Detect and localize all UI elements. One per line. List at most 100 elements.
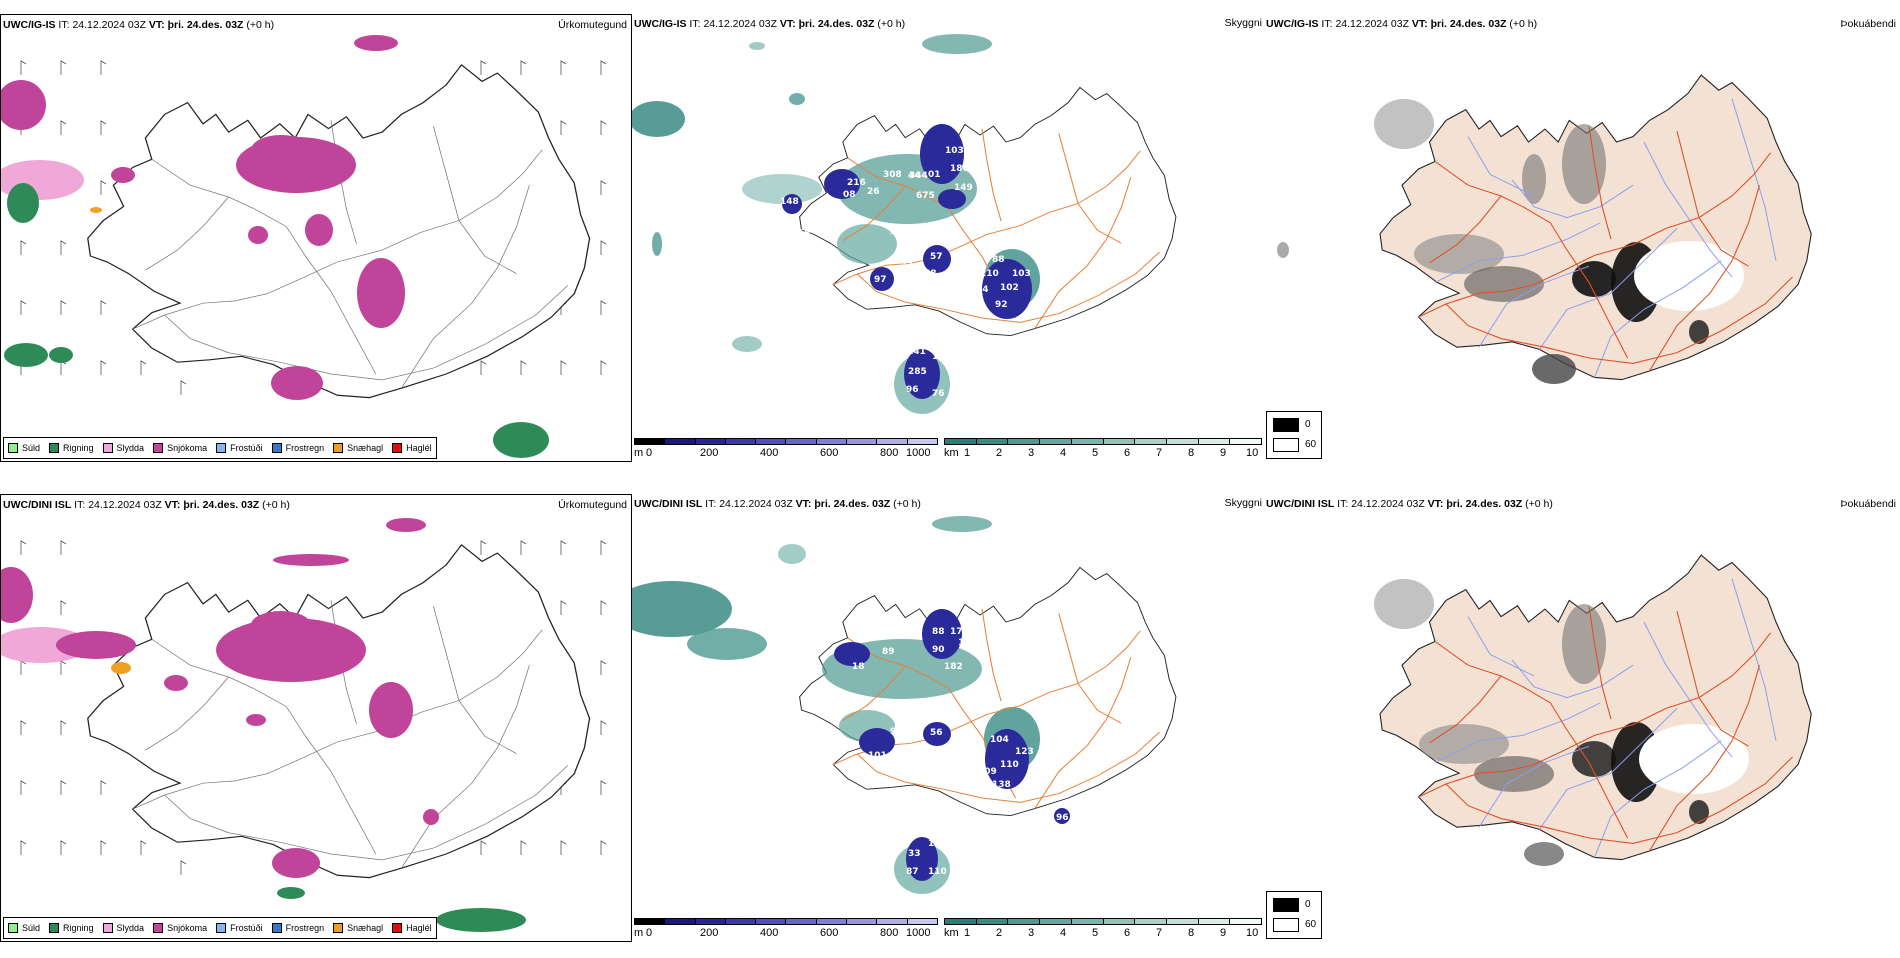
- hail-number: 186: [950, 164, 969, 174]
- precip-areas: [1, 35, 549, 458]
- visibility-title: Skyggni: [1224, 497, 1262, 509]
- visibility-unit: km: [944, 447, 959, 459]
- model-name: UWC/DINI ISL: [1266, 498, 1335, 510]
- panel-title: UWC/DINI ISL IT: 24.12.2024 03Z VT: þri.…: [3, 499, 290, 511]
- hail-number: 18: [852, 662, 865, 672]
- fog-legend-top: 0 60: [1266, 411, 1322, 459]
- legend-swatch: [153, 443, 164, 453]
- legend-swatch: [271, 443, 282, 453]
- visibility-tick: 9: [1220, 927, 1227, 939]
- legend-swatch: [392, 923, 403, 933]
- model-name: UWC/DINI ISL: [634, 498, 703, 510]
- visibility-tick: 2: [996, 927, 1003, 939]
- panel-title: UWC/IG-IS IT: 24.12.2024 03Z VT: þri. 24…: [634, 18, 906, 30]
- hail-number: 6: [1052, 335, 1058, 345]
- hail-number: 44: [908, 171, 921, 181]
- visibility-tick: 10: [1246, 927, 1259, 939]
- hail-number: 91: [980, 195, 993, 205]
- fog-panel-top: UWC/IG-IS IT: 24.12.2024 03Z VT: þri. 24…: [1264, 14, 1900, 462]
- legend-item: Súld: [8, 443, 40, 453]
- legend-swatch: [333, 443, 344, 453]
- legend-item: Slydda: [102, 443, 144, 453]
- legend-swatch: [153, 923, 164, 933]
- legend-swatch: [8, 923, 18, 933]
- height-tick: 400: [760, 447, 779, 459]
- hail-number: 149: [954, 183, 973, 193]
- precip-areas: [1, 518, 526, 932]
- panel-title: UWC/IG-IS IT: 24.12.2024 03Z VT: þri. 24…: [1266, 18, 1538, 30]
- height-tick: 800: [880, 447, 899, 459]
- visibility-tick: 7: [1156, 447, 1163, 459]
- visibility-map: 103 186 36 44 149 91 08 216 308 344 01 2…: [632, 34, 1177, 414]
- height-tick: 200: [700, 447, 719, 459]
- legend-item: Snæhagl: [333, 443, 383, 453]
- precip-type-title: Úrkomutegund: [558, 19, 627, 31]
- visibility-tick: 9: [1220, 447, 1227, 459]
- visibility-colorbar: km 1 2 3 4 5 6 7 8 9 10: [944, 438, 1264, 478]
- hail-number: 44: [976, 285, 989, 295]
- hail-number: 76: [932, 389, 945, 399]
- hail-number: 89: [882, 647, 895, 657]
- panel-title: UWC/IG-IS IT: 24.12.2024 03Z VT: þri. 24…: [3, 19, 275, 31]
- legend-swatch: [392, 443, 403, 453]
- fog-shading: [1374, 579, 1749, 866]
- visibility-tick: 1: [964, 447, 971, 459]
- hail-number: 161: [932, 352, 951, 362]
- hail-number: 110: [928, 867, 947, 877]
- precip-type-map: [1, 518, 607, 932]
- hail-number: 01: [928, 170, 941, 180]
- visibility-tick: 1: [964, 927, 971, 939]
- height-unit: m: [634, 927, 644, 939]
- fog-shading: [1277, 99, 1744, 384]
- visibility-tick: 4: [1060, 927, 1067, 939]
- visibility-tick: 10: [1246, 447, 1259, 459]
- hail-number: 88: [932, 627, 945, 637]
- hail-number: 56: [930, 728, 943, 738]
- hail-number: 138: [992, 780, 1011, 790]
- hail-height-numbers: 88 177 90 197 182 18 89 280 92 56 101 10…: [780, 627, 1069, 877]
- height-tick: 400: [760, 927, 779, 939]
- precip-type-panel-top: UWC/IG-IS IT: 24.12.2024 03Z VT: þri. 24…: [0, 14, 632, 462]
- legend-item: Snjókoma: [153, 923, 207, 933]
- visibility-tick: 4: [1060, 447, 1067, 459]
- height-tick: 0: [646, 447, 653, 459]
- legend-item: Frostúði: [216, 443, 263, 453]
- hail-number: 57: [930, 252, 943, 262]
- hail-height-areas: [834, 609, 1070, 881]
- panel-title: UWC/DINI ISL IT: 24.12.2024 03Z VT: þri.…: [1266, 498, 1553, 510]
- height-colorbar: m 0 200 400 600 800 1000: [634, 918, 944, 958]
- hail-number: 148: [780, 197, 799, 207]
- hail-number: 92: [890, 727, 903, 737]
- visibility-colorbar: km 1 2 3 4 5 6 7 8 9 10: [944, 918, 1264, 958]
- hail-number: 97: [874, 275, 887, 285]
- height-colorbar-bar: [634, 438, 938, 445]
- hail-number: 141: [907, 347, 926, 357]
- height-tick: 200: [700, 927, 719, 939]
- hail-number: 26: [867, 187, 880, 197]
- model-name: UWC/IG-IS: [634, 18, 687, 30]
- hail-number: 101: [868, 751, 887, 761]
- model-name: UWC/IG-IS: [1266, 18, 1319, 30]
- precip-type-title: Úrkomutegund: [558, 499, 627, 511]
- fog-legend-swatch: [1273, 898, 1299, 912]
- hail-number: 102: [1000, 283, 1019, 293]
- fog-legend-bottom: 0 60: [1266, 891, 1322, 939]
- hail-number: 197: [958, 638, 977, 648]
- visibility-tick: 8: [1188, 927, 1195, 939]
- height-colorbar: m 0 200 400 600 800 1000: [634, 438, 944, 478]
- legend-swatch: [102, 443, 113, 453]
- height-tick: 800: [880, 927, 899, 939]
- height-tick: 600: [820, 447, 839, 459]
- hail-number: 216: [847, 178, 866, 188]
- legend-item: Haglél: [392, 443, 432, 453]
- hail-number: 92: [995, 300, 1008, 310]
- hail-number: 11: [780, 697, 793, 707]
- visibility-tick: 3: [1028, 447, 1035, 459]
- model-name: UWC/DINI ISL: [3, 499, 72, 511]
- legend-swatch: [216, 443, 227, 453]
- precip-type-map: [1, 35, 607, 458]
- height-tick: 0: [646, 927, 653, 939]
- hail-number: 36: [968, 162, 981, 172]
- hail-number: 96: [1056, 813, 1069, 823]
- hail-number: 115: [928, 839, 947, 849]
